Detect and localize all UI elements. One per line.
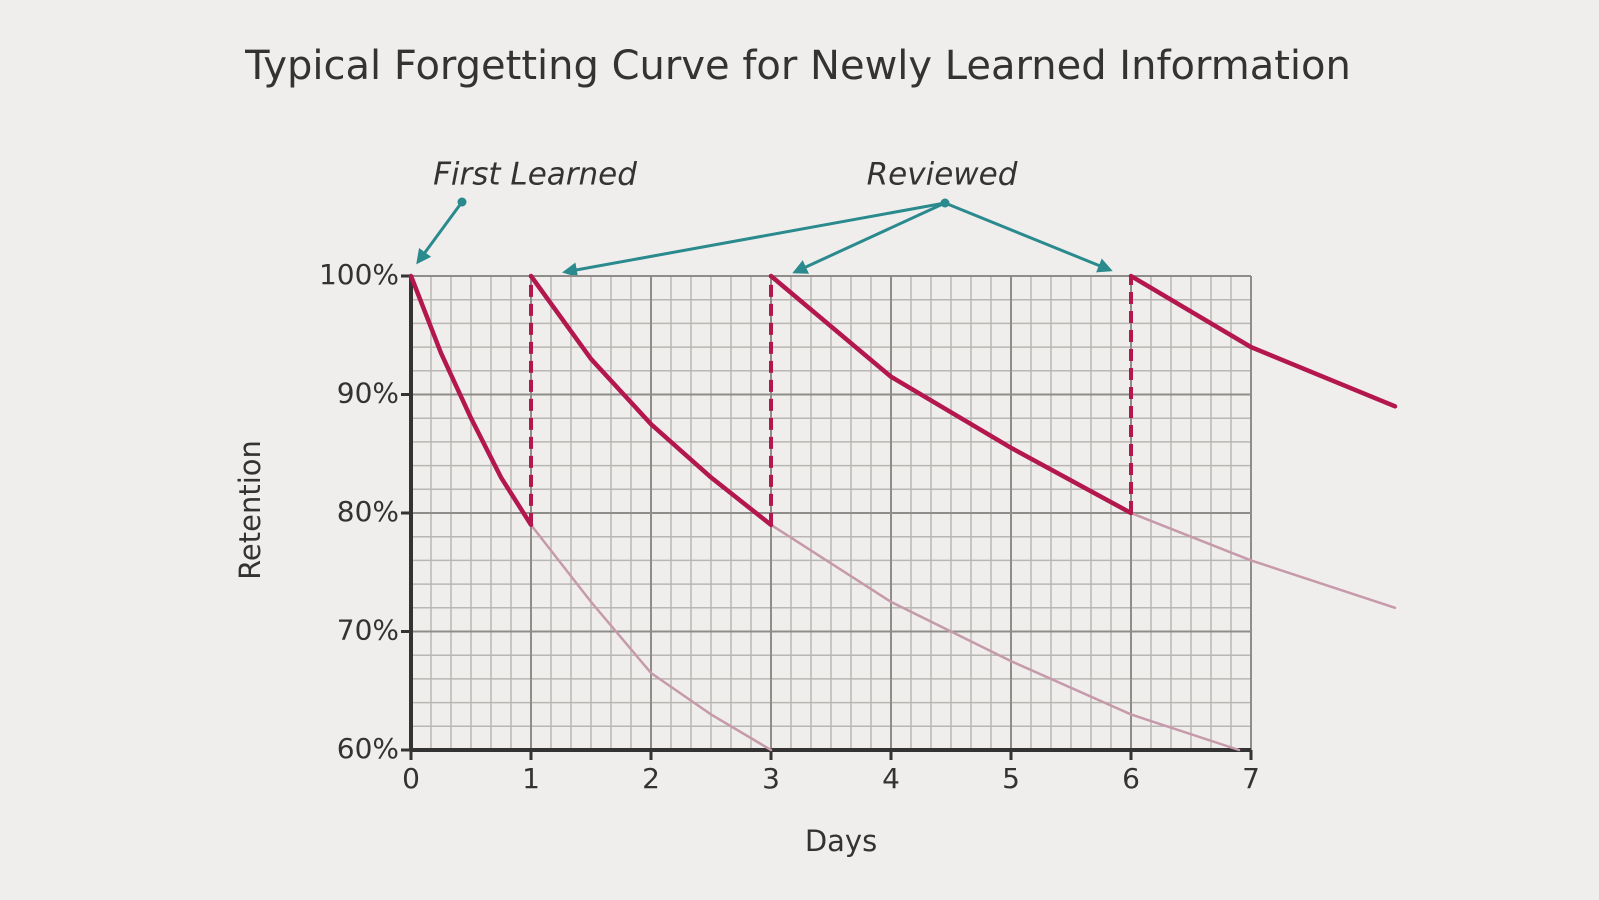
x-tick-label: 2 [642, 762, 660, 795]
y-axis-label: Retention [233, 440, 267, 580]
line [1129, 511, 1397, 610]
x-tick-label: 6 [1122, 762, 1140, 795]
annotation: Reviewed [867, 157, 1018, 193]
x-tick-label: 3 [762, 762, 780, 795]
line [1128, 273, 1398, 409]
arrow-dot [940, 198, 950, 208]
annotation: First Learned [433, 157, 637, 193]
x-axis-label: Days [805, 824, 877, 858]
line [769, 523, 1241, 752]
y-tick-label: 80% [337, 495, 399, 528]
arrow [416, 201, 464, 265]
chart-title: Typical Forgetting Curve for Newly Learn… [244, 43, 1351, 89]
arrow [944, 201, 1113, 273]
line [529, 523, 773, 752]
arrow [792, 201, 946, 274]
x-tick-label: 7 [1242, 762, 1260, 795]
y-tick-label: 70% [337, 614, 399, 647]
arrow-dot [457, 197, 467, 207]
y-tick-label: 90% [337, 377, 399, 410]
line [528, 273, 774, 528]
y-tick-label: 60% [337, 732, 399, 765]
x-tick-label: 4 [882, 762, 900, 795]
x-tick-label: 1 [522, 762, 540, 795]
x-tick-label: 5 [1002, 762, 1020, 795]
line [768, 273, 1134, 516]
line [408, 273, 534, 528]
y-tick-label: 100% [319, 258, 399, 291]
x-tick-label: 0 [402, 762, 420, 795]
arrow [562, 201, 946, 278]
annotation-arrows [416, 197, 1113, 278]
